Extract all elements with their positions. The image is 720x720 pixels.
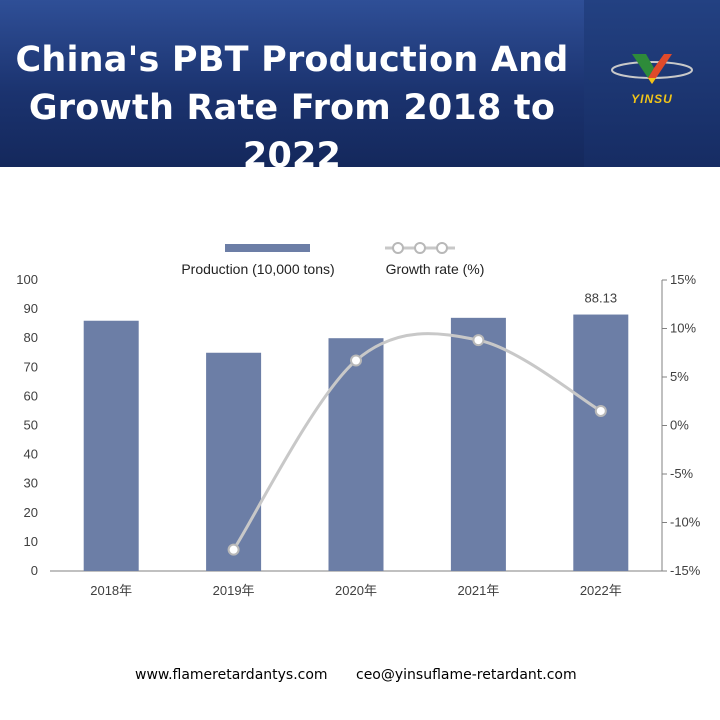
bar-2019年 (206, 352, 262, 571)
title-line-2: Growth Rate From 2018 to 2022 (28, 88, 556, 176)
bar-2021年 (450, 317, 506, 571)
y-left-tick-label: 100 (16, 272, 38, 287)
legend-label-production: Production (10,000 tons) (181, 261, 334, 277)
logo: YINSU (584, 0, 720, 167)
y-left-tick-label: 40 (24, 447, 38, 462)
bar-2020年 (328, 338, 384, 571)
y-left-tick-label: 80 (24, 330, 38, 345)
y-right-tick-label: 0% (670, 418, 689, 433)
y-left-tick-label: 0 (31, 563, 38, 578)
legend-line-marker (392, 242, 404, 254)
growth-rate-point (472, 334, 485, 347)
y-left-tick-label: 10 (24, 534, 38, 549)
legend-line-marker (414, 242, 426, 254)
x-tick-label: 2018年 (90, 583, 132, 598)
y-left-tick-label: 90 (24, 301, 38, 316)
y-right-tick-label: -15% (670, 563, 701, 578)
growth-rate-line (232, 332, 602, 551)
data-label: 88.13 (585, 291, 618, 306)
y-left-tick-label: 30 (24, 476, 38, 491)
growth-rate-point (594, 404, 607, 417)
y-left-tick-label: 50 (24, 418, 38, 433)
y-left-tick-label: 60 (24, 388, 38, 403)
y-right-tick-label: 15% (670, 272, 696, 287)
logo-text: YINSU (631, 92, 673, 106)
y-left-tick-label: 20 (24, 505, 38, 520)
bar-2018年 (83, 320, 139, 571)
x-tick-label: 2020年 (335, 583, 377, 598)
y-right-tick-label: 10% (670, 321, 696, 336)
production-growth-chart: 0 10 20 30 40 50 60 70 80 90 100 15% 10% 5% 0% -5% -10% -… (16, 242, 701, 598)
growth-rate-point (350, 354, 362, 367)
legend-bar-swatch (225, 244, 310, 252)
footer-email[interactable]: ceo@yinsuflame-retardant.com (356, 667, 577, 683)
y-right-tick-label: 5% (670, 369, 689, 384)
x-tick-label: 2022年 (580, 583, 622, 598)
x-tick-label: 2021年 (457, 583, 499, 598)
y-right-tick-label: -5% (670, 466, 694, 481)
footer-website[interactable]: www.flameretardantys.com (135, 667, 328, 683)
legend-label-growth: Growth rate (%) (386, 261, 485, 277)
y-right-tick-label: -10% (670, 515, 701, 530)
footer: www.flameretardantys.com ceo@yinsuflame-… (0, 667, 720, 689)
growth-rate-point (227, 543, 240, 556)
bar-2022年 (573, 314, 629, 571)
legend-line-marker (436, 242, 448, 254)
title-line-1: China's PBT Production And (15, 40, 569, 80)
x-tick-label: 2019年 (213, 583, 255, 598)
y-left-tick-label: 70 (24, 359, 38, 374)
yinsu-logo-icon (611, 54, 693, 84)
page-title: China's PBT Production And Growth Rate F… (0, 36, 584, 180)
